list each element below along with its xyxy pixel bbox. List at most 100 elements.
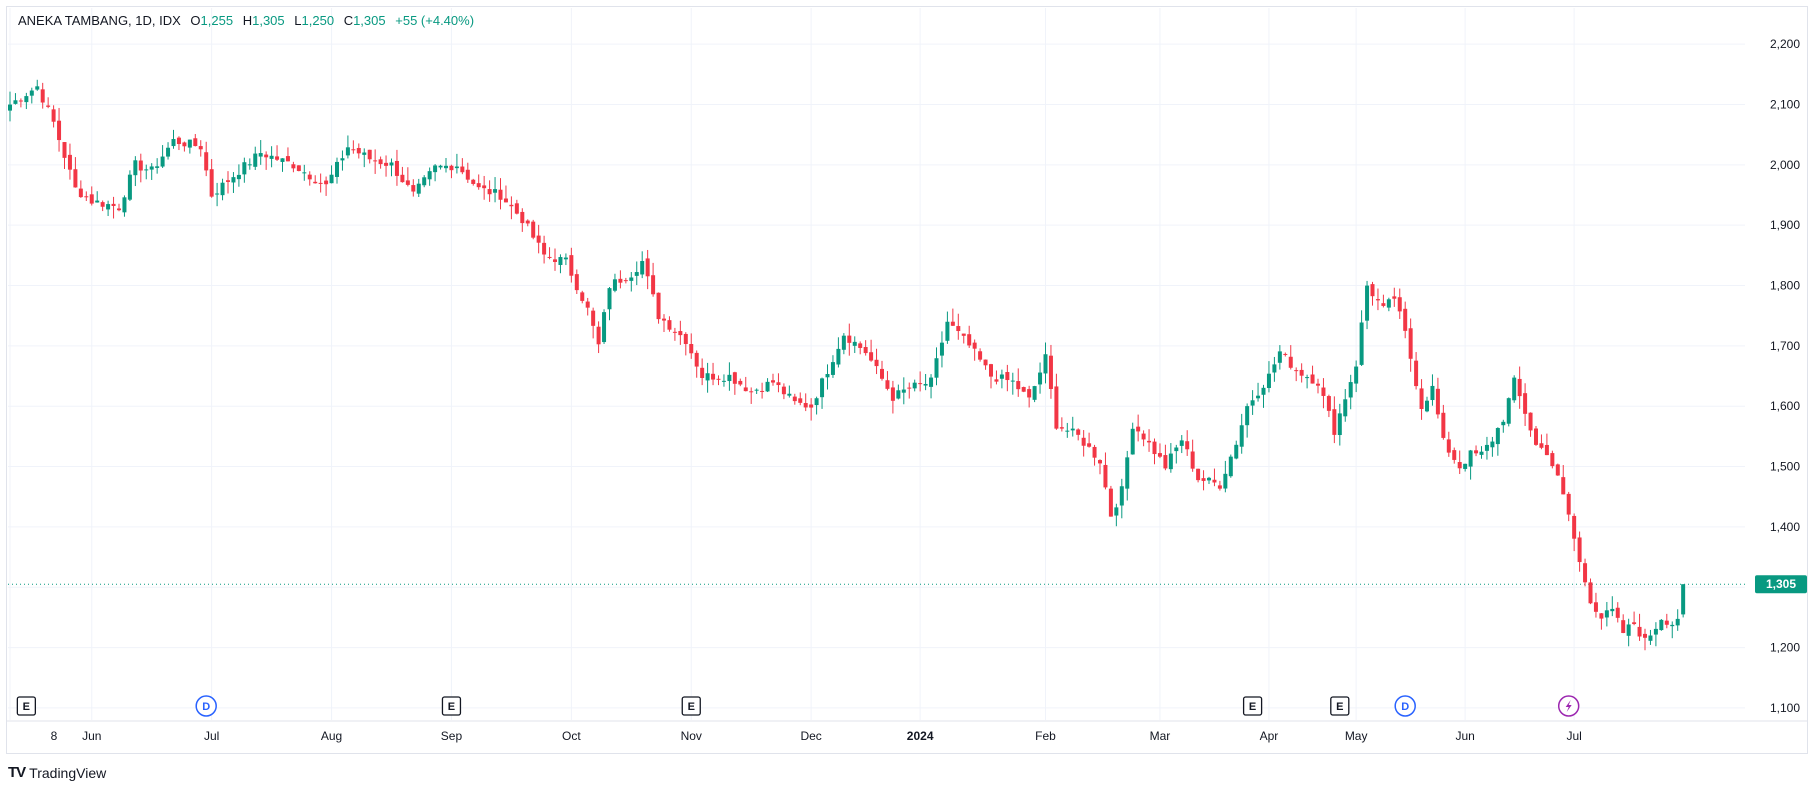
candle-body — [1523, 393, 1528, 414]
y-tick-label: 2,200 — [1770, 37, 1800, 51]
dividend-icon[interactable]: D — [1394, 695, 1416, 717]
candle-body — [1446, 439, 1451, 453]
candle-body — [1256, 395, 1261, 399]
open-label: O — [190, 13, 201, 28]
split-icon[interactable] — [1557, 695, 1580, 717]
candle-body — [994, 379, 999, 382]
candle-body — [465, 169, 470, 180]
candle-body — [400, 174, 405, 183]
candle-body — [1076, 429, 1081, 435]
candle-body — [896, 390, 901, 399]
svg-text:E: E — [1336, 701, 1343, 713]
candle-body — [280, 158, 285, 162]
symbol-title[interactable]: ANEKA TAMBANG, 1D, IDX — [18, 13, 181, 28]
y-tick-label: 1,200 — [1770, 641, 1800, 655]
candle-body — [787, 393, 792, 396]
x-tick-label: May — [1345, 729, 1368, 743]
candle-body — [1059, 427, 1064, 429]
candle-body — [296, 165, 301, 172]
candle-body — [912, 382, 917, 389]
change-value: +55 (+4.40%) — [395, 13, 475, 28]
close-label: C — [343, 13, 354, 28]
candle-body — [1032, 386, 1037, 400]
candle-body — [852, 341, 857, 346]
earnings-icon[interactable]: E — [1330, 696, 1350, 716]
candle-body — [1632, 622, 1637, 625]
candle-body — [302, 172, 307, 174]
candle-body — [978, 351, 983, 360]
candle-body — [433, 165, 438, 173]
candle-body — [1157, 453, 1162, 457]
chart-canvas[interactable]: 1,1001,2001,3001,4001,5001,6001,7001,800… — [0, 0, 1816, 760]
branding-footer[interactable]: TV TradingView — [8, 764, 106, 781]
x-tick-label: Jul — [204, 729, 219, 743]
candle-body — [1266, 373, 1271, 389]
candle-body — [1179, 440, 1184, 446]
candle-body — [171, 139, 176, 147]
candle-body — [182, 142, 187, 147]
earnings-icon[interactable]: E — [681, 696, 701, 716]
candle-body — [1021, 387, 1026, 392]
candle-body — [1392, 296, 1397, 299]
candle-body — [656, 292, 661, 320]
x-tick-label: Jul — [1566, 729, 1581, 743]
candle-body — [1566, 493, 1571, 515]
legend-header: ANEKA TAMBANG, 1D, IDX O1,255 H1,305 L1,… — [18, 13, 480, 28]
candle-body — [1337, 413, 1342, 436]
candle-body — [1207, 477, 1211, 481]
candle-body — [62, 142, 67, 158]
candle-body — [1588, 582, 1593, 604]
candle-body — [591, 310, 596, 326]
candle-body — [869, 352, 874, 361]
candle-body — [830, 362, 835, 375]
candle-body — [1610, 608, 1615, 612]
candle-body — [667, 320, 672, 330]
candle-body — [1092, 446, 1097, 458]
candle-body — [1550, 453, 1555, 467]
candle-body — [776, 382, 781, 386]
candle-body — [803, 402, 808, 408]
candle-body — [1435, 388, 1440, 415]
candle-body — [765, 381, 770, 392]
candle-body — [1326, 396, 1331, 411]
candle-body — [929, 377, 934, 387]
earnings-icon[interactable]: E — [16, 696, 37, 716]
dividend-icon[interactable]: D — [195, 695, 217, 717]
candle-body — [204, 152, 209, 171]
candle-body — [1277, 351, 1282, 363]
candle-body — [771, 380, 775, 383]
x-tick-label: 2024 — [907, 729, 934, 743]
candle-body — [1343, 399, 1348, 417]
candle-body — [215, 193, 220, 195]
candle-body — [612, 279, 617, 291]
earnings-icon[interactable]: E — [441, 696, 462, 716]
candle-body — [907, 387, 912, 389]
candle-body — [705, 373, 710, 381]
candle-body — [57, 120, 62, 141]
candle-body — [1016, 381, 1021, 390]
candle-body — [841, 335, 846, 350]
candle-body — [1174, 447, 1179, 452]
candle-body — [411, 185, 416, 192]
candle-body — [1234, 444, 1239, 459]
candle-body — [247, 164, 252, 166]
x-tick-label: Nov — [681, 729, 702, 743]
candle-body — [1457, 462, 1462, 469]
candle-body — [1452, 450, 1457, 460]
candle-body — [1185, 441, 1190, 450]
candle-body — [389, 162, 394, 166]
candle-body — [166, 147, 171, 157]
candle-body — [1468, 450, 1473, 467]
x-tick-label: 8 — [51, 729, 58, 743]
candle-body — [580, 292, 585, 301]
candle-body — [1070, 428, 1075, 431]
candle-body — [618, 278, 623, 283]
candle-body — [373, 160, 378, 162]
candle-body — [1593, 602, 1598, 612]
candle-body — [1310, 374, 1315, 384]
earnings-icon[interactable]: E — [1242, 696, 1263, 716]
candle-body — [743, 387, 748, 392]
x-tick-label: Feb — [1035, 729, 1056, 743]
candle-body — [1103, 464, 1108, 488]
